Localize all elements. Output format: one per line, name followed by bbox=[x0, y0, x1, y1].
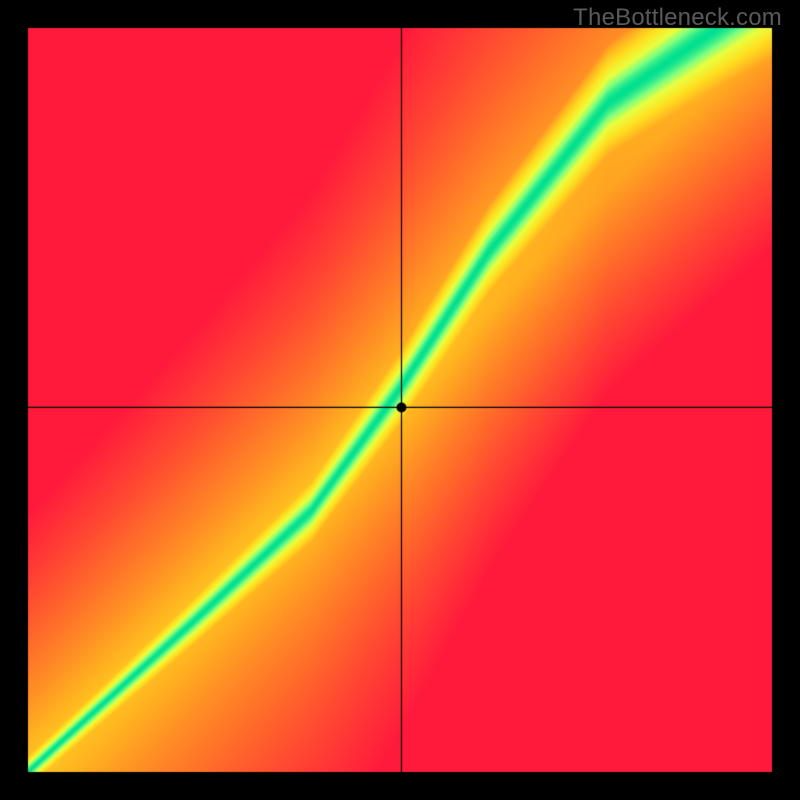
watermark-text: TheBottleneck.com bbox=[573, 4, 782, 32]
bottleneck-chart: TheBottleneck.com bbox=[0, 0, 800, 800]
heatmap-canvas bbox=[0, 0, 800, 800]
